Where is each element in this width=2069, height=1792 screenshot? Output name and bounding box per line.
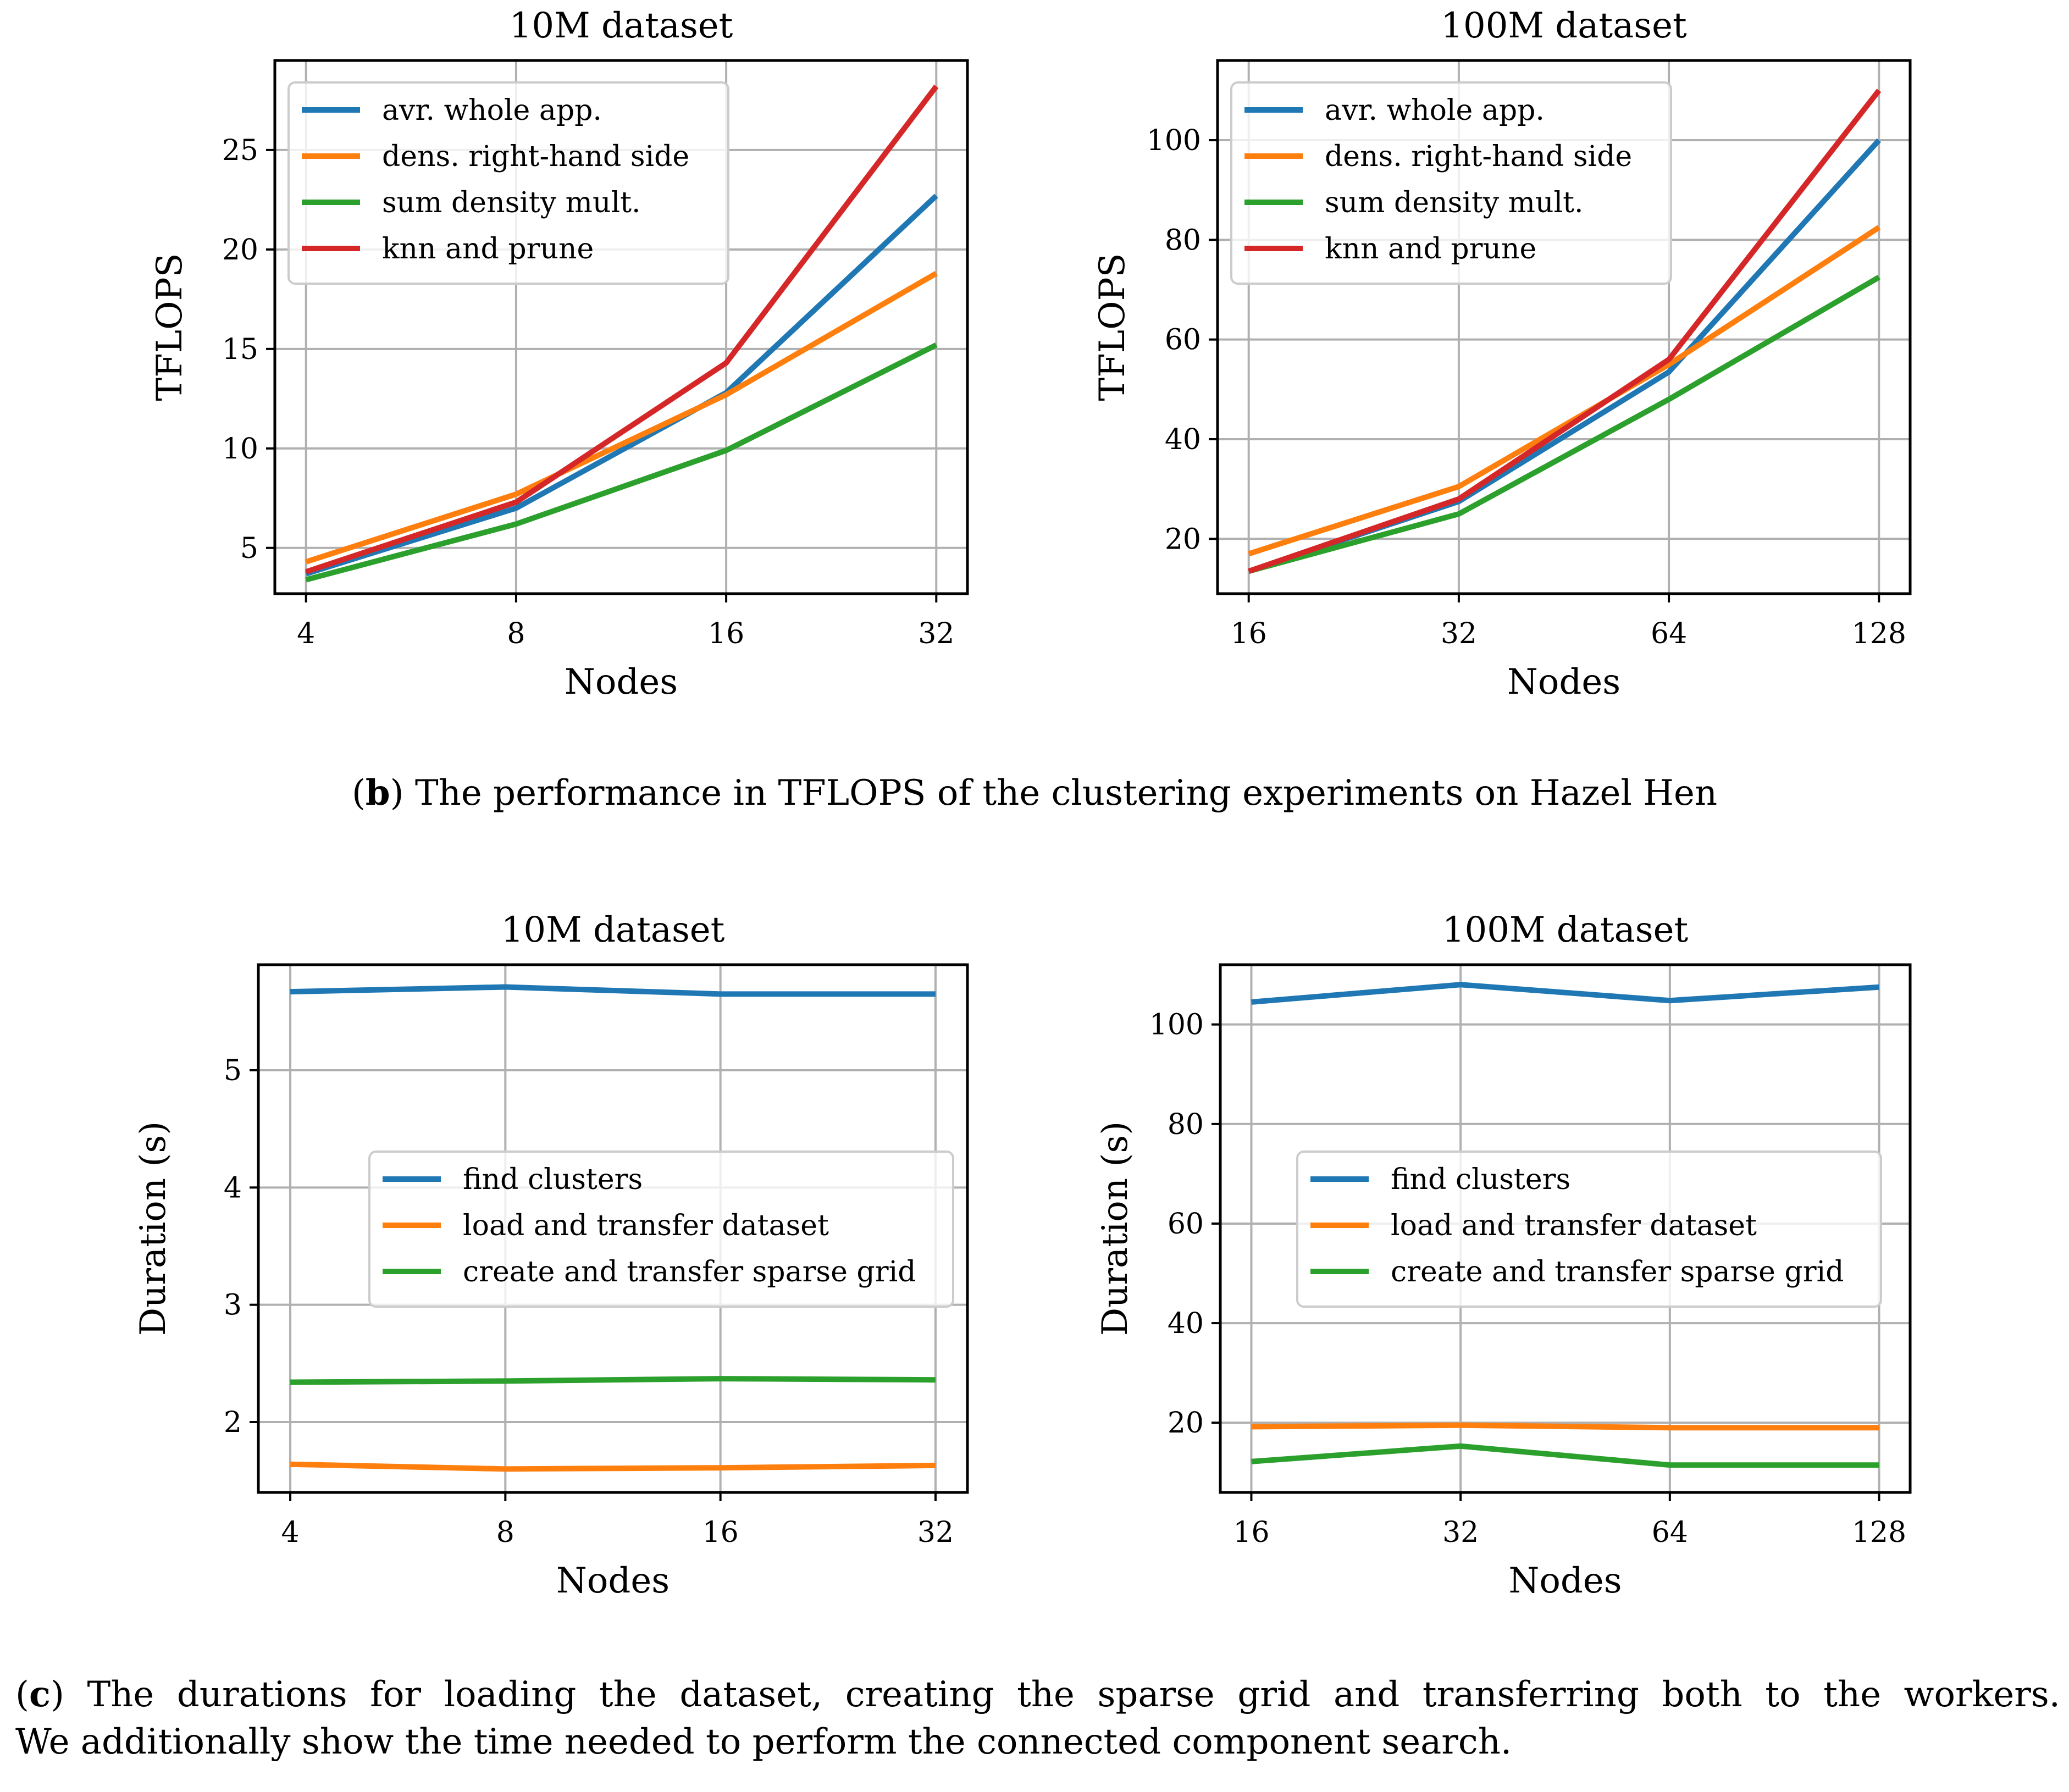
y-tick-label: 25: [222, 134, 258, 167]
x-tick-label: 32: [1441, 617, 1477, 650]
x-tick-label: 4: [281, 1516, 300, 1549]
series-line-knn-and-prune: [1248, 89, 1882, 574]
legend: find clusters load and transfer dataset cr…: [1296, 1151, 1882, 1308]
series-line-knn-and-prune: [305, 85, 939, 574]
caption-c-line1-wrap: (c) The durations for loading the datase…: [15, 1674, 2061, 1715]
legend-label: dens. right-hand side: [1325, 140, 1632, 173]
caption-b-label: b: [365, 772, 390, 814]
y-tick-label: 20: [1165, 523, 1201, 556]
series-line-avr-whole-app-: [305, 193, 938, 577]
series-line-find-clusters: [290, 984, 936, 997]
legend-label: avr. whole app.: [382, 94, 602, 127]
x-tick-label: 16: [1231, 617, 1267, 650]
plot-frame: [273, 59, 969, 595]
x-tick-label: 128: [1852, 1516, 1906, 1549]
caption-b-text: The performance in TFLOPS of the cluster…: [414, 773, 1718, 814]
y-axis-label: TFLOPS: [1092, 253, 1133, 401]
y-tick-label: 100: [1149, 1009, 1204, 1042]
legend-label: find clusters: [463, 1163, 643, 1196]
series-line-sum-density-mult-: [305, 342, 938, 583]
caption-c: (c) The durations for loading the datase…: [15, 1671, 2060, 1766]
x-axis-label: Nodes: [556, 1561, 670, 1601]
legend-label: knn and prune: [1325, 233, 1536, 266]
caption-b: (b) The performance in TFLOPS of the clu…: [351, 772, 1718, 814]
x-tick-label: 128: [1852, 617, 1906, 650]
series-line-find-clusters: [1251, 982, 1879, 1005]
legend-label: create and transfer sparse grid: [463, 1255, 916, 1288]
legend-box: [368, 1151, 954, 1308]
x-axis-label: Nodes: [565, 662, 678, 703]
chart-4: 16 32 64 128 20 40 60 80 100 100M dataset Nodes Dur…: [1095, 910, 1912, 1601]
x-tick-label: 8: [507, 617, 525, 650]
plot-frame: [1219, 963, 1912, 1494]
chart-title: 100M dataset: [1442, 910, 1689, 950]
y-tick-label: 60: [1165, 324, 1201, 357]
y-tick-label: 80: [1168, 1108, 1204, 1141]
series-line-create-and-transfer-sparse-grid: [290, 1376, 936, 1385]
y-tick-label: 80: [1165, 224, 1201, 257]
x-tick-label: 64: [1652, 1516, 1688, 1549]
x-tick-label: 16: [1233, 1516, 1269, 1549]
legend-box: [1230, 81, 1672, 285]
legend: find clusters load and transfer dataset cr…: [368, 1151, 954, 1308]
y-tick-label: 5: [224, 1054, 242, 1087]
legend-label: dens. right-hand side: [382, 140, 689, 173]
series-line-load-and-transfer-dataset: [290, 1461, 936, 1472]
series-line-dens-right-hand-side: [305, 270, 938, 565]
y-tick-label: 15: [222, 333, 258, 366]
x-axis-label: Nodes: [1507, 662, 1620, 703]
legend-box: [1296, 1151, 1882, 1308]
y-axis-label: TFLOPS: [150, 253, 190, 401]
series-line-load-and-transfer-dataset: [1251, 1422, 1879, 1431]
y-tick-label: 10: [222, 433, 258, 466]
legend-box: [287, 81, 729, 285]
x-tick-label: 16: [702, 1516, 739, 1549]
legend-label: sum density mult.: [1325, 186, 1584, 219]
legend-label: sum density mult.: [382, 186, 641, 219]
y-tick-label: 2: [224, 1406, 242, 1439]
legend-label: find clusters: [1391, 1163, 1570, 1196]
y-tick-label: 20: [1168, 1407, 1204, 1440]
chart-title: 10M dataset: [501, 910, 725, 950]
x-tick-label: 32: [1442, 1516, 1479, 1549]
caption-c-label: c: [29, 1674, 51, 1715]
x-tick-label: 32: [918, 617, 954, 650]
caption-c-line2: We additionally show the time needed to …: [15, 1722, 1512, 1763]
y-axis-label: Duration (s): [1095, 1121, 1136, 1336]
series-line-dens-right-hand-side: [1248, 225, 1881, 557]
legend-label: load and transfer dataset: [1391, 1209, 1757, 1242]
chart-3: 4 8 16 32 2 3 4 5 10M dataset Nodes Duration (s) fi…: [133, 910, 969, 1601]
plot-frame: [257, 963, 969, 1494]
plot-frame: [1216, 59, 1912, 595]
legend: avr. whole app. dens. right-hand side sum …: [1230, 81, 1672, 285]
x-tick-label: 8: [496, 1516, 515, 1549]
y-tick-label: 40: [1168, 1307, 1204, 1340]
y-tick-label: 3: [224, 1289, 242, 1322]
y-axis-label: Duration (s): [133, 1121, 174, 1336]
y-tick-label: 100: [1147, 124, 1201, 157]
chart-title: 100M dataset: [1441, 5, 1687, 46]
x-tick-label: 32: [917, 1516, 954, 1549]
series-line-sum-density-mult-: [1248, 275, 1880, 574]
y-tick-label: 20: [222, 234, 258, 267]
x-tick-label: 64: [1651, 617, 1687, 650]
chart-title: 10M dataset: [510, 5, 733, 46]
legend: avr. whole app. dens. right-hand side sum …: [287, 81, 729, 285]
x-tick-label: 16: [708, 617, 744, 650]
x-tick-label: 4: [297, 617, 315, 650]
chart-2: 16 32 64 128 20 40 60 80 100 100M dataset Nodes TFL…: [1092, 5, 1912, 703]
legend-label: load and transfer dataset: [463, 1209, 829, 1242]
y-tick-label: 5: [240, 532, 258, 565]
legend-label: knn and prune: [382, 233, 594, 266]
legend-label: create and transfer sparse grid: [1391, 1255, 1844, 1288]
x-axis-label: Nodes: [1508, 1561, 1622, 1601]
y-tick-label: 60: [1168, 1208, 1204, 1241]
chart-1: 4 8 16 32 5 10 15 20 25 10M dataset Nodes TFLOPS avr…: [150, 5, 969, 703]
caption-c-line1: The durations for loading the dataset, c…: [87, 1674, 2061, 1715]
series-line-create-and-transfer-sparse-grid: [1251, 1443, 1879, 1468]
legend-label: avr. whole app.: [1325, 94, 1545, 127]
y-tick-label: 4: [224, 1171, 242, 1204]
y-tick-label: 40: [1165, 423, 1201, 456]
